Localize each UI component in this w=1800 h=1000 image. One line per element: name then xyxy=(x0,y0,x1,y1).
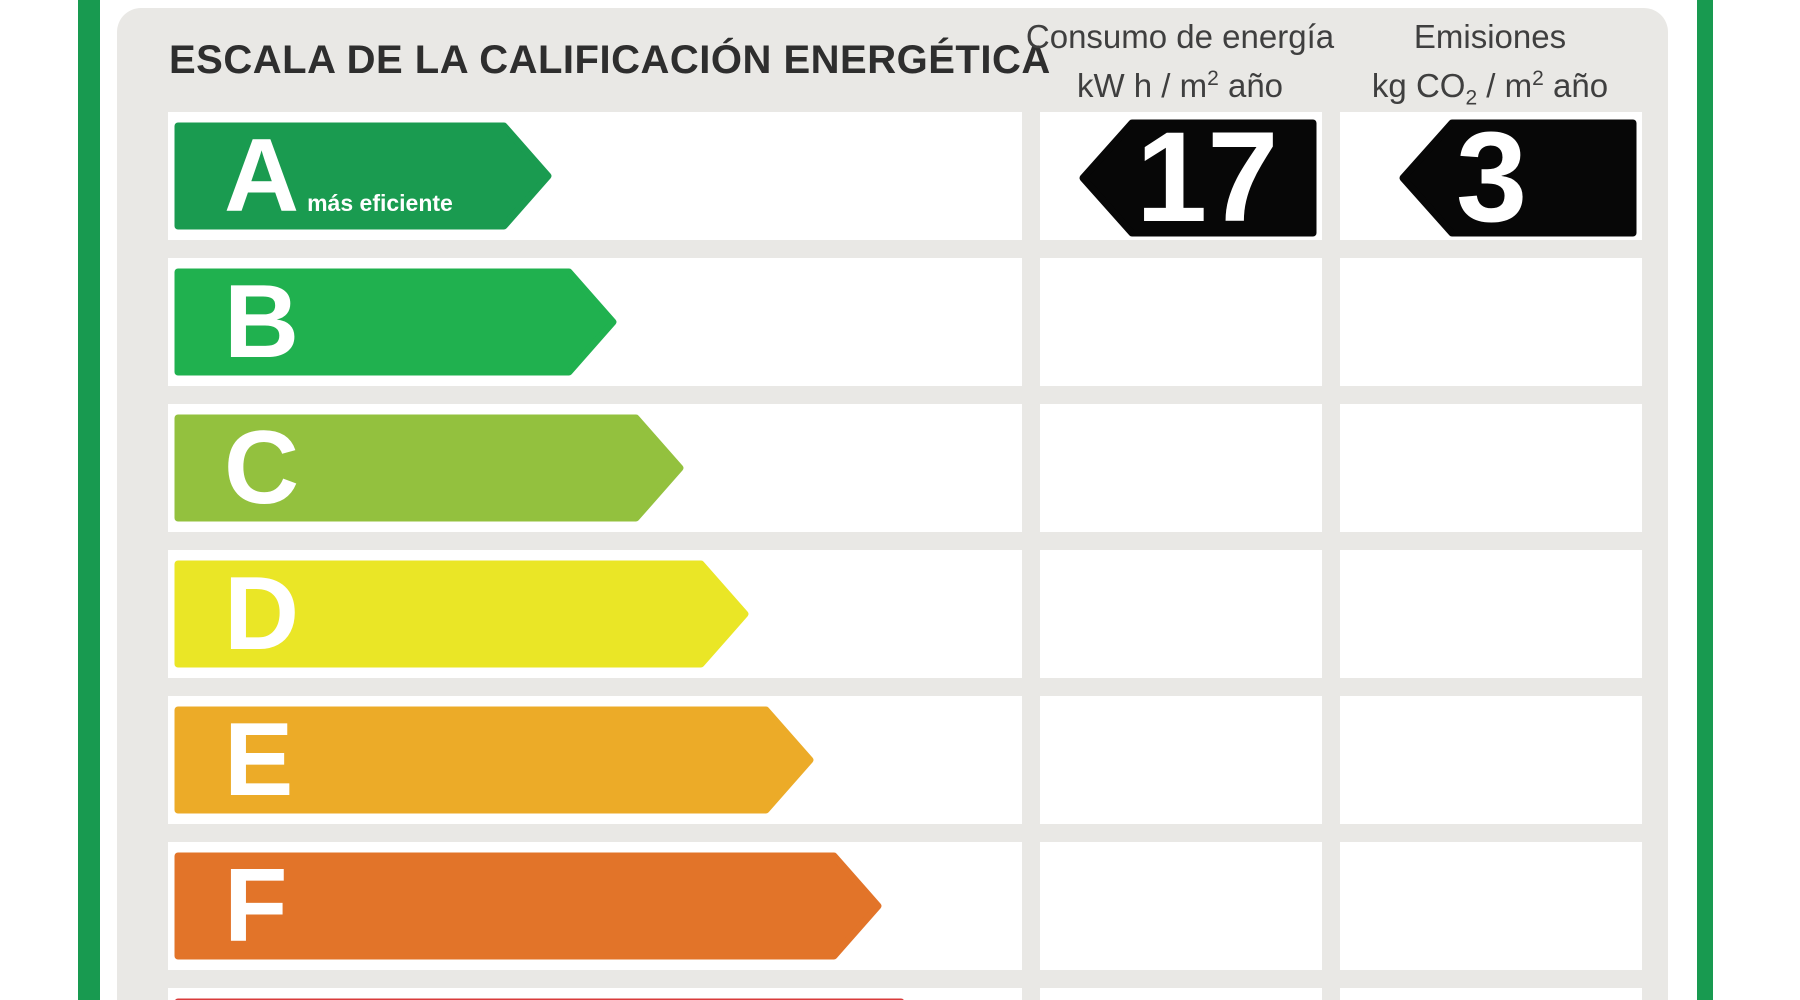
scale-row-F: F xyxy=(117,842,1668,970)
right-green-frame-bar xyxy=(1697,0,1713,1000)
right-arrow-bar-shape xyxy=(174,122,552,230)
consumption-cell-F xyxy=(1040,842,1322,970)
emissions-column-header: Emisiones kg CO2 / m2 año xyxy=(1325,16,1655,120)
right-arrow-bar-shape xyxy=(174,852,882,960)
consumption-column-header: Consumo de energía kW h / m2 año xyxy=(1015,16,1345,107)
emissions-cell-F xyxy=(1340,842,1642,970)
scale-row-G: G xyxy=(117,988,1668,1000)
rating-bar-B: B xyxy=(170,266,623,378)
consumption-cell-A: 17 xyxy=(1040,106,1322,249)
right-arrow-bar-shape xyxy=(174,706,814,814)
rating-bar-G: G xyxy=(170,996,955,1000)
rating-bar-F: F xyxy=(170,850,888,962)
consumption-cell-D xyxy=(1040,550,1322,678)
scale-row-C: C xyxy=(117,404,1668,532)
rating-letter-group-B: B xyxy=(224,270,299,374)
emissions-cell-E xyxy=(1340,696,1642,824)
consumption-cell-G xyxy=(1040,988,1322,1000)
rating-bar-label-F: F xyxy=(170,850,888,962)
consumption-cell-B xyxy=(1040,258,1322,386)
rating-letter-group-F: F xyxy=(224,854,288,958)
rating-bar-label-G: G xyxy=(170,996,955,1000)
rating-letter-group-E: E xyxy=(224,708,293,812)
right-arrow-bar-shape xyxy=(174,560,749,668)
scale-cell-F: F xyxy=(168,842,1022,970)
scale-row-D: D xyxy=(117,550,1668,678)
rating-bar-D: D xyxy=(170,558,755,670)
rating-bar-label-C: C xyxy=(170,412,690,524)
left-arrow-badge-shape xyxy=(1399,119,1637,237)
rating-letter-group-D: D xyxy=(224,562,299,666)
rating-bar-label-B: B xyxy=(170,266,623,378)
emissions-badge: 3 xyxy=(1396,106,1642,249)
emissions-column-label: Emisiones xyxy=(1413,18,1567,55)
rating-letter-D: D xyxy=(224,556,300,672)
consumption-column-label: Consumo de energía xyxy=(1025,18,1335,55)
scale-cell-C: C xyxy=(168,404,1022,532)
rating-letter-C: C xyxy=(224,410,300,526)
rating-bar-E: E xyxy=(170,704,820,816)
emissions-cell-G xyxy=(1340,988,1642,1000)
emissions-cell-B xyxy=(1340,258,1642,386)
rating-letter-B: B xyxy=(224,264,300,380)
right-arrow-bar-shape xyxy=(174,268,617,376)
rating-note-A: más eficiente xyxy=(307,190,453,216)
scale-cell-G: G xyxy=(168,988,1022,1000)
left-arrow-badge-shape xyxy=(1079,119,1317,237)
rating-letter-group-C: C xyxy=(224,416,299,520)
emissions-cell-A: 3 xyxy=(1340,106,1642,249)
rating-letter-E: E xyxy=(224,702,294,818)
emissions-cell-C xyxy=(1340,404,1642,532)
consumption-badge-value: 17 xyxy=(1136,106,1279,249)
rating-bar-C: C xyxy=(170,412,690,524)
emissions-badge-value: 3 xyxy=(1456,106,1528,249)
left-green-frame-bar xyxy=(78,0,100,1000)
scale-cell-D: D xyxy=(168,550,1022,678)
scale-cell-E: E xyxy=(168,696,1022,824)
consumption-column-unit: kW h / m2 año xyxy=(1076,67,1284,104)
scale-cell-B: B xyxy=(168,258,1022,386)
consumption-cell-E xyxy=(1040,696,1322,824)
page-title: ESCALA DE LA CALIFICACIÓN ENERGÉTICA xyxy=(169,38,1051,82)
emissions-column-unit: kg CO2 / m2 año xyxy=(1371,67,1609,110)
rating-bar-label-E: E xyxy=(170,704,820,816)
scale-row-E: E xyxy=(117,696,1668,824)
scale-row-B: B xyxy=(117,258,1668,386)
rating-letter-F: F xyxy=(224,848,288,964)
rating-bar-label-D: D xyxy=(170,558,755,670)
energy-scale-panel: ESCALA DE LA CALIFICACIÓN ENERGÉTICA Con… xyxy=(117,8,1668,1000)
consumption-badge: 17 xyxy=(1076,106,1322,249)
right-arrow-bar-shape xyxy=(174,414,684,522)
consumption-cell-C xyxy=(1040,404,1322,532)
emissions-cell-D xyxy=(1340,550,1642,678)
rating-letter-A: A xyxy=(224,118,300,234)
